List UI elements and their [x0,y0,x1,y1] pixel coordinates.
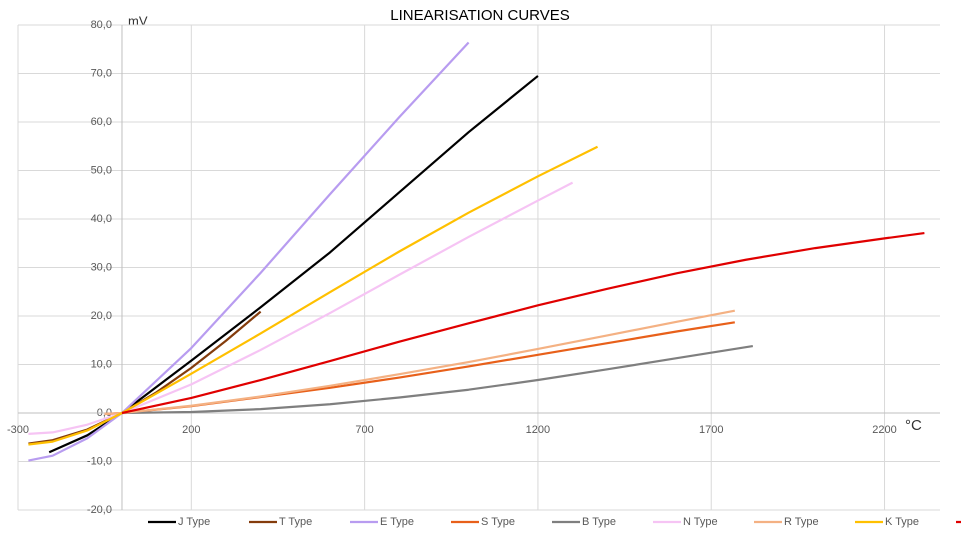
series-line [121,231,925,415]
y-tick-label: -20,0 [87,504,112,516]
y-tick-label: 30,0 [91,261,112,273]
series-line [48,75,539,454]
y-tick-label: 70,0 [91,67,112,79]
x-axis-label: °C [905,417,922,434]
x-tick-label: 1200 [526,424,550,436]
series-line [28,41,470,462]
y-tick-label: 50,0 [91,164,112,176]
x-tick-label: 700 [355,424,373,436]
y-tick-label: 60,0 [91,116,112,128]
y-tick-label: -10,0 [87,455,112,467]
legend-label: R Type [784,516,819,528]
legend-label: E Type [380,516,414,528]
x-tick-label: 1700 [699,424,723,436]
y-tick-label: 10,0 [91,358,112,370]
legend-label: J Type [178,516,210,528]
legend-label: T Type [279,516,312,528]
y-tick-label: 80,0 [91,19,112,31]
series-line [28,181,574,435]
legend-label: K Type [885,516,919,528]
series-line [104,309,736,416]
y-axis-label: mV [128,13,148,28]
series-line [121,344,753,415]
legend-label: B Type [582,516,616,528]
y-tick-label: 20,0 [91,310,112,322]
legend-label: N Type [683,516,718,528]
x-tick-label: 2200 [872,424,896,436]
chart-title: LINEARISATION CURVES [390,7,570,24]
x-tick-label: 200 [182,424,200,436]
series-line [28,145,599,446]
legend-label: S Type [481,516,515,528]
y-tick-label: 40,0 [91,213,112,225]
x-tick-label: -300 [7,424,29,436]
